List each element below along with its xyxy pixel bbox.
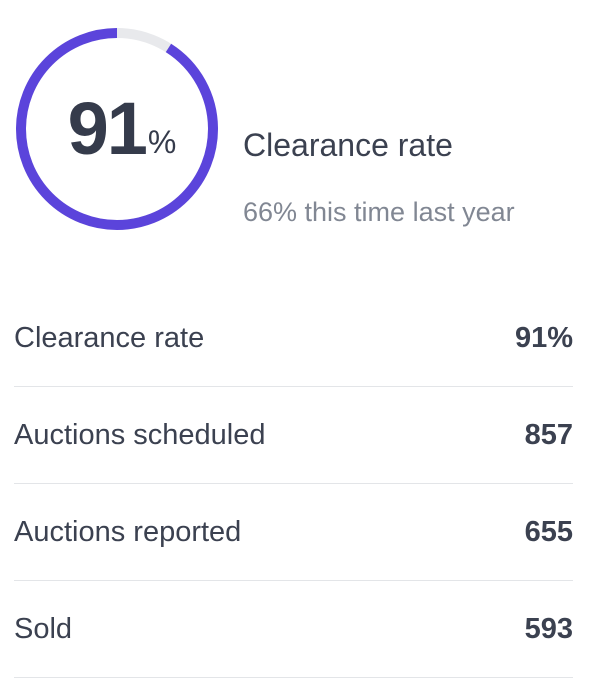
- stat-label: Sold: [14, 612, 73, 645]
- gauge-ring: [16, 28, 218, 230]
- stat-label: Auctions reported: [14, 515, 242, 548]
- stats-list: Clearance rate 91% Auctions scheduled 85…: [14, 290, 573, 678]
- stat-row-clearance-rate: Clearance rate 91%: [14, 290, 573, 387]
- stat-value: 857: [524, 418, 573, 451]
- gauge-value: 91 %: [14, 26, 220, 232]
- clearance-summary: 91 % Clearance rate 66% this time last y…: [0, 0, 604, 250]
- gauge-number: 91: [67, 87, 148, 170]
- stat-label: Auctions scheduled: [14, 418, 266, 451]
- stat-row-sold: Sold 593: [14, 581, 573, 678]
- gauge-percent-sign: %: [147, 124, 177, 160]
- summary-title: Clearance rate: [243, 127, 453, 163]
- stat-value: 593: [524, 612, 573, 645]
- stat-label: Clearance rate: [14, 321, 205, 354]
- stat-value: 91%: [514, 321, 573, 354]
- clearance-rate-gauge: 91 %: [14, 26, 220, 232]
- gauge-progress-arc: [16, 28, 218, 230]
- stat-row-auctions-reported: Auctions reported 655: [14, 484, 573, 581]
- summary-comparison: 66% this time last year: [243, 197, 515, 227]
- stat-row-auctions-scheduled: Auctions scheduled 857: [14, 387, 573, 484]
- stat-value: 655: [524, 515, 573, 548]
